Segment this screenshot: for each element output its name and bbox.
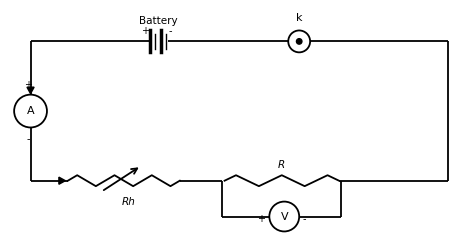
Text: +: + (24, 80, 32, 90)
Circle shape (296, 39, 302, 44)
Text: +: + (141, 26, 149, 37)
Text: Rh: Rh (122, 197, 136, 207)
Text: R: R (278, 160, 285, 170)
Text: Battery: Battery (139, 16, 178, 26)
Text: k: k (296, 13, 302, 23)
Text: -: - (302, 214, 306, 224)
Text: -: - (26, 135, 30, 144)
Polygon shape (59, 177, 65, 184)
Text: +: + (257, 214, 265, 224)
Text: A: A (27, 106, 34, 116)
Text: V: V (281, 212, 288, 221)
Polygon shape (27, 87, 34, 94)
Text: -: - (169, 26, 172, 37)
